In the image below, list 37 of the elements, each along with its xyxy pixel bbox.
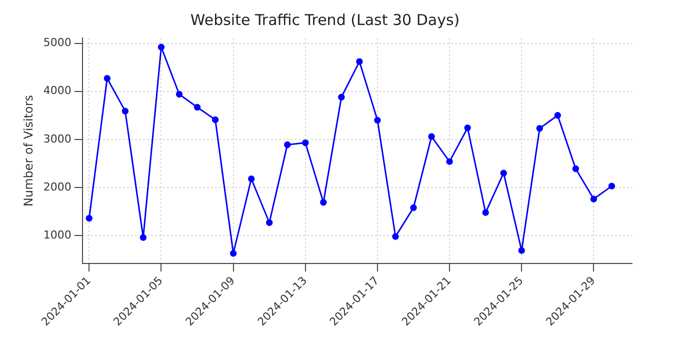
point (554, 112, 562, 119)
point (302, 139, 309, 146)
point (248, 176, 255, 182)
point (86, 214, 92, 222)
point (158, 44, 165, 50)
point (338, 94, 345, 100)
point (176, 90, 183, 98)
point (140, 234, 147, 241)
y-tick-label: 2000 (43, 180, 72, 194)
point (356, 58, 363, 65)
y-tick-label: 3000 (43, 132, 72, 146)
point (194, 104, 201, 111)
point (518, 247, 525, 254)
point (212, 116, 219, 124)
y-tick-label: 4000 (43, 84, 72, 98)
point (536, 125, 543, 132)
point (284, 141, 291, 148)
point (320, 199, 327, 206)
point (122, 108, 129, 114)
point (482, 209, 489, 216)
point (608, 182, 616, 190)
point (590, 196, 598, 202)
point (464, 124, 471, 132)
y-axis-title: Number of Visitors (21, 94, 36, 206)
point (572, 165, 580, 172)
y-tick-label: 1000 (43, 228, 72, 242)
point (428, 133, 435, 140)
point (446, 158, 453, 165)
point (230, 250, 237, 257)
point (500, 170, 507, 176)
point (374, 116, 381, 124)
y-tick-label: 5000 (43, 36, 72, 50)
point (266, 219, 273, 226)
point (104, 75, 111, 82)
chart-title: Website Traffic Trend (Last 30 Days) (190, 10, 460, 29)
point (410, 204, 417, 212)
point (392, 233, 399, 240)
